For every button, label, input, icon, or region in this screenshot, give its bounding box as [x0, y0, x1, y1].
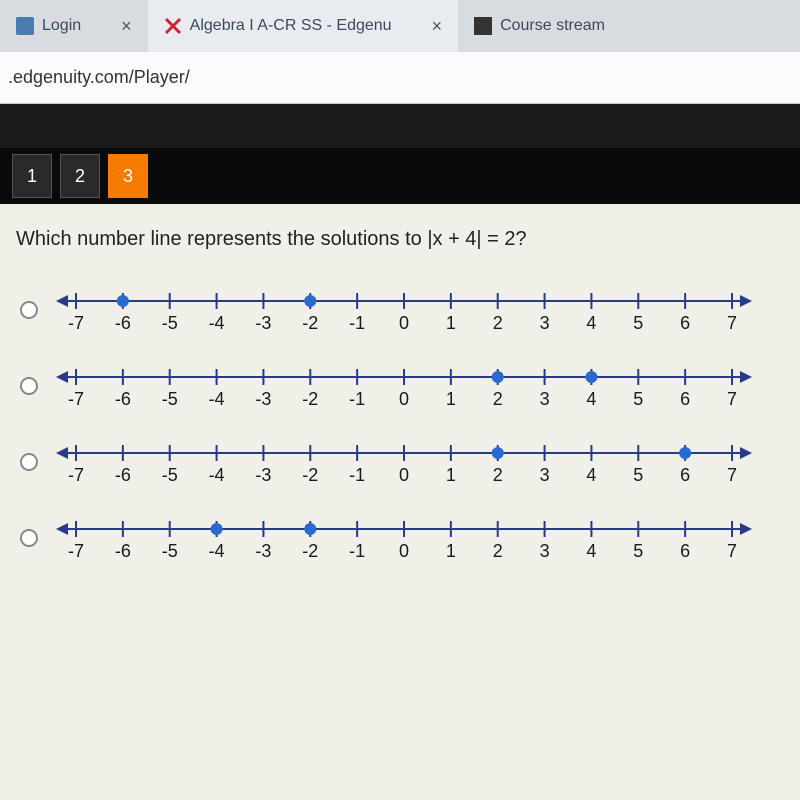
- svg-text:1: 1: [446, 465, 456, 485]
- svg-text:-7: -7: [68, 465, 84, 485]
- browser-tabs: Login × Algebra I A-CR SS - Edgenu × Cou…: [0, 0, 800, 52]
- svg-text:5: 5: [633, 389, 643, 409]
- svg-text:-1: -1: [349, 389, 365, 409]
- svg-text:0: 0: [399, 313, 409, 333]
- radio-option-1[interactable]: [20, 301, 38, 319]
- option-row: -7 -6 -5 -4 -3 -2 -1 0 1 2 3 4 5 6 7: [8, 355, 792, 413]
- question-content: Which number line represents the solutio…: [0, 204, 800, 607]
- svg-text:-5: -5: [162, 465, 178, 485]
- number-line-1: -7 -6 -5 -4 -3 -2 -1 0 1 2 3 4 5 6 7: [54, 279, 754, 337]
- url-text: .edgenuity.com/Player/: [8, 67, 190, 88]
- svg-text:-1: -1: [349, 541, 365, 561]
- tab-label: Login: [42, 17, 81, 35]
- svg-text:6: 6: [680, 465, 690, 485]
- option-row: -7 -6 -5 -4 -3 -2 -1 0 1 2 3 4 5 6 7: [8, 279, 792, 337]
- svg-text:-3: -3: [255, 389, 271, 409]
- login-icon: [16, 17, 34, 35]
- tab-label: Algebra I A-CR SS - Edgenu: [190, 17, 392, 35]
- svg-text:1: 1: [446, 541, 456, 561]
- svg-text:-3: -3: [255, 541, 271, 561]
- svg-text:-2: -2: [302, 541, 318, 561]
- svg-text:7: 7: [727, 465, 737, 485]
- svg-text:6: 6: [680, 313, 690, 333]
- svg-text:7: 7: [727, 541, 737, 561]
- svg-text:2: 2: [493, 465, 503, 485]
- question-number-3[interactable]: 3: [108, 154, 148, 198]
- tab-algebra[interactable]: Algebra I A-CR SS - Edgenu ×: [148, 0, 458, 52]
- svg-text:-2: -2: [302, 389, 318, 409]
- svg-text:-6: -6: [115, 541, 131, 561]
- number-line-3: -7 -6 -5 -4 -3 -2 -1 0 1 2 3 4 5 6 7: [54, 431, 754, 489]
- svg-text:5: 5: [633, 313, 643, 333]
- svg-text:7: 7: [727, 313, 737, 333]
- svg-text:0: 0: [399, 465, 409, 485]
- edgenuity-icon: [164, 17, 182, 35]
- number-line-2: -7 -6 -5 -4 -3 -2 -1 0 1 2 3 4 5 6 7: [54, 355, 754, 413]
- svg-text:2: 2: [493, 541, 503, 561]
- tab-label: Course stream: [500, 17, 605, 35]
- tab-course-stream[interactable]: Course stream: [458, 0, 621, 52]
- radio-option-3[interactable]: [20, 453, 38, 471]
- svg-text:-6: -6: [115, 313, 131, 333]
- question-number-2[interactable]: 2: [60, 154, 100, 198]
- svg-text:4: 4: [586, 389, 596, 409]
- course-icon: [474, 17, 492, 35]
- url-bar[interactable]: .edgenuity.com/Player/: [0, 52, 800, 104]
- question-nav: 1 2 3: [0, 148, 800, 204]
- svg-text:-1: -1: [349, 465, 365, 485]
- option-row: -7 -6 -5 -4 -3 -2 -1 0 1 2 3 4 5 6 7: [8, 431, 792, 489]
- svg-text:1: 1: [446, 389, 456, 409]
- svg-text:4: 4: [586, 313, 596, 333]
- svg-text:2: 2: [493, 313, 503, 333]
- svg-text:1: 1: [446, 313, 456, 333]
- question-number-1[interactable]: 1: [12, 154, 52, 198]
- svg-text:-5: -5: [162, 389, 178, 409]
- radio-option-4[interactable]: [20, 529, 38, 547]
- svg-text:3: 3: [540, 389, 550, 409]
- svg-text:-3: -3: [255, 465, 271, 485]
- svg-text:-4: -4: [209, 465, 225, 485]
- svg-text:0: 0: [399, 389, 409, 409]
- svg-text:-4: -4: [209, 389, 225, 409]
- svg-text:-3: -3: [255, 313, 271, 333]
- tab-login[interactable]: Login ×: [0, 0, 148, 52]
- svg-text:-6: -6: [115, 465, 131, 485]
- svg-text:3: 3: [540, 465, 550, 485]
- svg-text:5: 5: [633, 541, 643, 561]
- svg-text:7: 7: [727, 389, 737, 409]
- svg-text:-7: -7: [68, 313, 84, 333]
- svg-text:4: 4: [586, 465, 596, 485]
- svg-text:2: 2: [493, 389, 503, 409]
- question-text: Which number line represents the solutio…: [8, 228, 792, 251]
- svg-text:6: 6: [680, 389, 690, 409]
- svg-text:4: 4: [586, 541, 596, 561]
- svg-text:-2: -2: [302, 465, 318, 485]
- svg-text:-7: -7: [68, 541, 84, 561]
- svg-text:0: 0: [399, 541, 409, 561]
- svg-text:3: 3: [540, 541, 550, 561]
- close-icon[interactable]: ×: [121, 16, 132, 37]
- svg-text:-5: -5: [162, 541, 178, 561]
- svg-text:-5: -5: [162, 313, 178, 333]
- radio-option-2[interactable]: [20, 377, 38, 395]
- svg-text:-4: -4: [209, 541, 225, 561]
- option-row: -7 -6 -5 -4 -3 -2 -1 0 1 2 3 4 5 6 7: [8, 507, 792, 565]
- number-line-4: -7 -6 -5 -4 -3 -2 -1 0 1 2 3 4 5 6 7: [54, 507, 754, 565]
- svg-text:-2: -2: [302, 313, 318, 333]
- svg-text:5: 5: [633, 465, 643, 485]
- svg-text:3: 3: [540, 313, 550, 333]
- close-icon[interactable]: ×: [432, 16, 443, 37]
- header-bar: [0, 104, 800, 148]
- svg-text:-1: -1: [349, 313, 365, 333]
- svg-text:-7: -7: [68, 389, 84, 409]
- svg-text:-4: -4: [209, 313, 225, 333]
- svg-text:-6: -6: [115, 389, 131, 409]
- svg-text:6: 6: [680, 541, 690, 561]
